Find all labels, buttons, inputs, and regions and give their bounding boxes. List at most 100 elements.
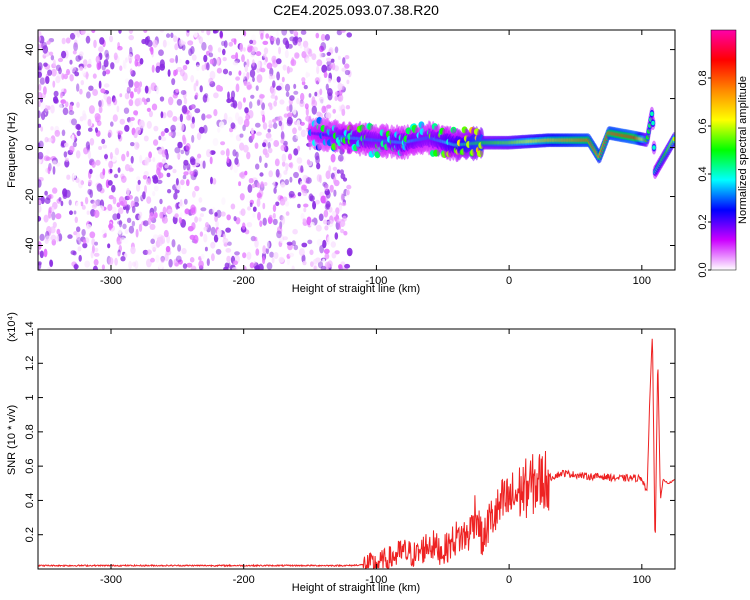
spectrogram-speckle [320, 42, 327, 51]
spectrogram-speckle [176, 185, 181, 191]
spectrogram-speckle [73, 39, 78, 48]
spectrogram-speckle [222, 68, 229, 75]
snr-xlabel: Height of straight line (km) [292, 582, 420, 594]
spectrogram-speckle [135, 142, 140, 149]
spectrogram-speckle [276, 230, 282, 239]
spectrogram-speckle [262, 40, 269, 46]
spectrogram-speckle [333, 189, 337, 197]
spectrogram-speckle [186, 179, 190, 187]
spectrogram-speckle [186, 30, 190, 33]
spectrogram-speckle [314, 91, 318, 97]
spectrogram-speckle [202, 160, 206, 169]
spectrogram-speckle [100, 88, 106, 94]
spectrogram-speckle [257, 211, 261, 221]
spectrogram-speckle [144, 85, 149, 94]
spectrogram-speckle [190, 204, 196, 214]
spectrogram-speckle [267, 137, 273, 142]
spectrogram-speckle [52, 59, 56, 67]
spectrogram-speckle [222, 57, 227, 62]
snr-x-axis: -300 -200 -100 0 100 [100, 329, 651, 586]
spectrogram-speckle [276, 71, 280, 81]
spectrogram-speckle [139, 154, 143, 164]
spectrogram-speckle [127, 194, 133, 200]
spectrogram-speckle [198, 217, 202, 222]
spectrogram-speckle [107, 243, 111, 249]
spectrogram-speckle [319, 88, 323, 96]
spectrogram-speckle [255, 85, 259, 91]
spectrogram-speckle [184, 208, 190, 215]
spectrogram-speckle [191, 116, 195, 125]
spectrogram-y-axis: -40 -20 0 20 40 [24, 43, 675, 253]
spectrogram-speckle [281, 215, 286, 225]
spectrogram-speckle [179, 212, 183, 218]
spectrogram-speckle [38, 215, 42, 222]
spectrogram-speckle [263, 47, 269, 55]
spectrogram-speckle [146, 249, 152, 255]
spectrogram-speckle [151, 103, 158, 111]
spectrogram-speckle [340, 192, 344, 202]
spectrogram-speckle [285, 91, 290, 97]
spectrogram-speckle [303, 203, 309, 208]
spectrogram-speckle [65, 37, 71, 44]
spectrogram-speckle [203, 226, 208, 231]
spectrogram-speckle [204, 246, 208, 252]
spectrogram-speckle [118, 30, 122, 34]
spectrogram-speckle [177, 259, 183, 265]
spectrogram-speckle [125, 205, 129, 214]
spectrogram-speckle [50, 55, 55, 61]
spectrogram-speckle [64, 189, 71, 198]
spectrogram-speckle [321, 64, 328, 74]
spectrogram-speckle [148, 79, 153, 85]
spectrogram-speckle [334, 91, 339, 96]
spectrogram-speckle [51, 206, 55, 213]
spectrogram-speckle [252, 46, 258, 52]
spectrogram-speckle [111, 184, 116, 193]
spectrogram-speckle [331, 62, 336, 71]
spectrogram-speckle [315, 155, 320, 165]
spectrogram-speckle [102, 70, 107, 77]
spectrogram-speckle [316, 162, 321, 170]
spectrogram-speckle [82, 239, 87, 244]
spectrogram-speckle [127, 53, 133, 62]
spectrogram-speckle [50, 226, 56, 234]
spectrogram-speckle [81, 70, 87, 76]
spectrogram-speckle [74, 216, 79, 223]
spectrogram-speckle [263, 61, 267, 65]
spectrogram-speckle [241, 54, 245, 63]
spectrogram-speckle [182, 134, 186, 142]
spectrogram-speckle [117, 207, 124, 215]
spectrogram-speckle [283, 170, 288, 175]
spectrogram-speckle [270, 88, 276, 96]
x-tick-label: -100 [365, 574, 387, 586]
spectrogram-speckle [61, 73, 65, 80]
spectrogram-speckle [289, 162, 294, 169]
spectrogram-speckle [334, 250, 340, 255]
spectrogram-speckle [280, 144, 287, 152]
spectrogram-speckle [91, 204, 97, 210]
spectrogram-speckle [44, 190, 48, 196]
spectrogram-speckle [139, 119, 145, 129]
spectrogram-speckle [46, 40, 51, 45]
spectrogram-speckle [40, 126, 44, 132]
spectrogram-speckle [61, 50, 67, 59]
snr-scale-label: (x10⁴) [6, 312, 18, 342]
spectrogram-speckle [274, 181, 278, 189]
spectrogram-speckle [91, 30, 96, 34]
spectrogram-speckle [285, 211, 290, 216]
spectrogram-speckle [111, 206, 117, 214]
spectrogram-speckle [319, 52, 323, 58]
spectrogram-speckle [245, 114, 251, 121]
spectrogram-speckle [109, 152, 113, 160]
spectrogram-speckle [280, 131, 285, 140]
spectrogram-speckle [267, 147, 273, 154]
spectrogram-speckle [64, 142, 69, 148]
spectrogram-speckle [73, 30, 79, 36]
spectrogram-speckle [150, 82, 157, 91]
spectrogram-speckle [229, 132, 234, 138]
spectrogram-speckle [105, 53, 110, 61]
spectrogram-speckle [131, 220, 136, 227]
spectrogram-speckle [116, 202, 121, 208]
spectrogram-speckle [286, 241, 293, 246]
spectrogram-speckle [252, 59, 255, 67]
spectrogram-speckle [262, 142, 267, 148]
